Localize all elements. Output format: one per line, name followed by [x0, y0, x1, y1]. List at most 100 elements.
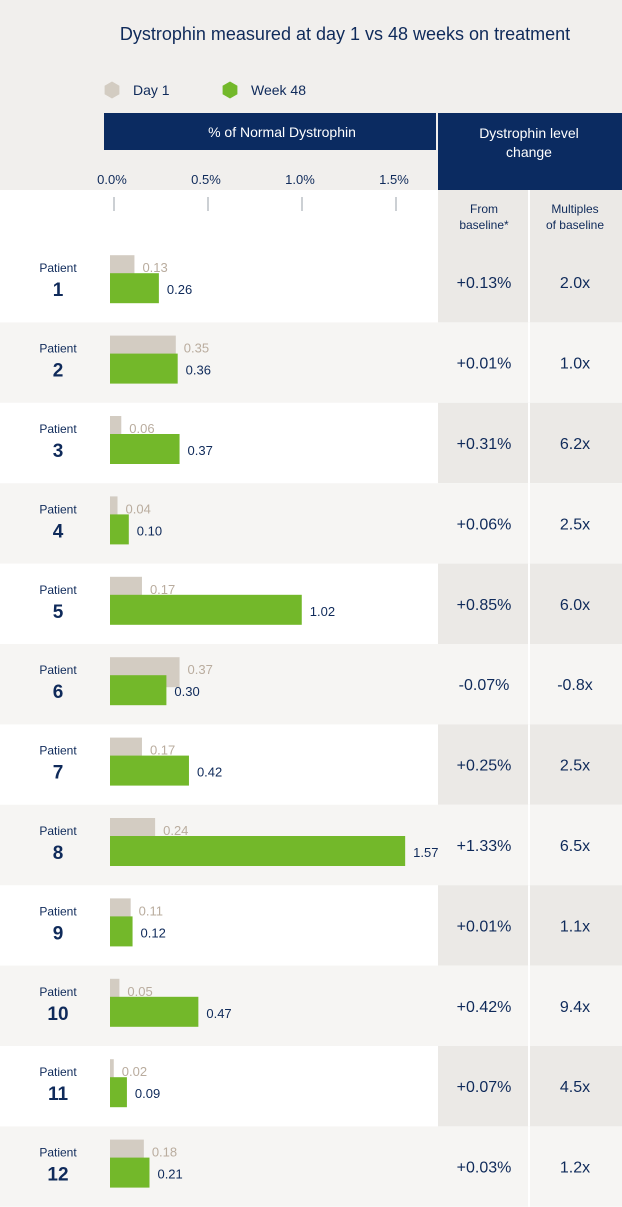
legend-label-week48: Week 48	[251, 82, 306, 98]
change-multiples: -0.8x	[557, 677, 593, 694]
bar-week48	[110, 514, 129, 545]
patient-number: 5	[53, 602, 64, 623]
patient-label: Patient	[39, 1065, 77, 1079]
row-band	[0, 1126, 438, 1207]
row-band	[0, 965, 438, 1046]
legend-label-day1: Day 1	[133, 82, 170, 98]
patient-number: 6	[53, 682, 64, 703]
bar-label-week48: 1.02	[310, 604, 335, 619]
change-from-baseline: +0.85%	[457, 597, 512, 614]
bar-label-week48: 0.47	[206, 1006, 231, 1021]
change-multiples: 2.5x	[560, 758, 590, 775]
bar-week48	[110, 996, 199, 1027]
bar-week48	[110, 1157, 150, 1188]
change-cell-divider	[528, 804, 530, 886]
bar-day1	[110, 416, 122, 446]
bar-day1	[110, 978, 120, 1009]
change-cell-divider	[528, 402, 530, 484]
bar-label-week48: 0.26	[167, 282, 192, 297]
bar-label-day1: 0.17	[150, 582, 175, 597]
change-from-baseline: +1.33%	[457, 838, 512, 855]
change-multiples: 6.5x	[560, 838, 590, 855]
change-multiples: 1.2x	[560, 1160, 590, 1177]
bar-week48	[110, 273, 159, 304]
change-cell-divider	[528, 483, 530, 564]
change-col-header-line1: From	[470, 202, 498, 216]
x-axis-title: % of Normal Dystrophin	[208, 124, 356, 140]
x-tick-label: 1.5%	[379, 172, 409, 187]
bar-label-day1: 0.05	[127, 984, 152, 999]
bar-week48	[110, 836, 406, 866]
bar-label-day1: 0.35	[184, 341, 209, 356]
patient-label: Patient	[39, 422, 77, 436]
change-header-line1: Dystrophin level	[479, 125, 579, 141]
x-tick-label: 0.5%	[191, 172, 221, 187]
change-multiples: 4.5x	[560, 1079, 590, 1096]
bar-week48	[110, 916, 133, 947]
x-axis-title-banner	[104, 113, 436, 150]
patient-number: 10	[47, 1004, 68, 1025]
x-tick-label: 1.0%	[285, 172, 315, 187]
patient-label: Patient	[39, 985, 77, 999]
patient-label: Patient	[39, 342, 77, 356]
change-multiples: 2.0x	[560, 275, 590, 292]
patient-label: Patient	[39, 744, 77, 758]
bar-label-day1: 0.17	[150, 743, 175, 758]
change-cell-divider	[528, 724, 530, 805]
bar-label-week48: 0.21	[157, 1167, 182, 1182]
patient-number: 11	[48, 1084, 69, 1105]
bar-label-week48: 0.10	[137, 523, 162, 538]
change-from-baseline: +0.42%	[457, 999, 512, 1016]
change-cell-divider	[528, 242, 530, 323]
bar-label-day1: 0.13	[142, 260, 167, 275]
bar-label-week48: 0.30	[174, 684, 199, 699]
patient-number: 12	[47, 1165, 68, 1186]
change-cell-divider	[528, 563, 530, 644]
change-header-line2: change	[506, 144, 552, 160]
patient-label: Patient	[39, 663, 77, 677]
bar-label-day1: 0.24	[163, 823, 188, 838]
x-tick-label: 0.0%	[97, 172, 127, 187]
change-from-baseline: +0.07%	[457, 1079, 512, 1096]
bar-label-week48: 1.57	[413, 845, 438, 860]
change-col-header-line2: of baseline	[546, 218, 604, 232]
bar-day1	[110, 1059, 114, 1090]
change-multiples: 6.2x	[560, 436, 590, 453]
bar-week48	[110, 755, 189, 786]
bar-label-day1: 0.06	[129, 421, 154, 436]
row-band	[0, 644, 438, 725]
bar-label-day1: 0.04	[126, 501, 151, 516]
bar-week48	[110, 594, 302, 625]
change-col-header-line2: baseline*	[459, 218, 509, 232]
legend-day1-icon	[104, 81, 120, 99]
bar-label-day1: 0.37	[188, 662, 213, 677]
bar-label-week48: 0.42	[197, 765, 222, 780]
change-multiples: 9.4x	[560, 999, 590, 1016]
patient-number: 3	[53, 441, 64, 462]
patient-label: Patient	[39, 1146, 77, 1160]
patient-label: Patient	[39, 824, 77, 838]
change-cell-divider	[528, 322, 530, 403]
chart-title: Dystrophin measured at day 1 vs 48 weeks…	[120, 24, 570, 44]
change-from-baseline: +0.03%	[457, 1160, 512, 1177]
change-from-baseline: +0.31%	[457, 436, 512, 453]
change-col-header-line1: Multiples	[551, 202, 598, 216]
bar-week48	[110, 1077, 127, 1108]
patient-number: 9	[53, 923, 64, 944]
row-band	[0, 322, 438, 403]
change-from-baseline: +0.06%	[457, 516, 512, 533]
change-from-baseline: +0.01%	[457, 918, 512, 935]
bar-label-week48: 0.09	[135, 1086, 160, 1101]
bar-week48	[110, 434, 180, 464]
change-header-banner	[438, 113, 622, 190]
change-cell-divider	[528, 885, 530, 966]
bar-label-day1: 0.02	[122, 1064, 147, 1079]
change-multiples: 2.5x	[560, 516, 590, 533]
patient-number: 1	[53, 280, 64, 301]
change-from-baseline: +0.01%	[457, 356, 512, 373]
bar-day1	[110, 496, 118, 527]
bar-week48	[110, 353, 178, 384]
patient-number: 7	[53, 763, 64, 784]
change-multiples: 6.0x	[560, 597, 590, 614]
